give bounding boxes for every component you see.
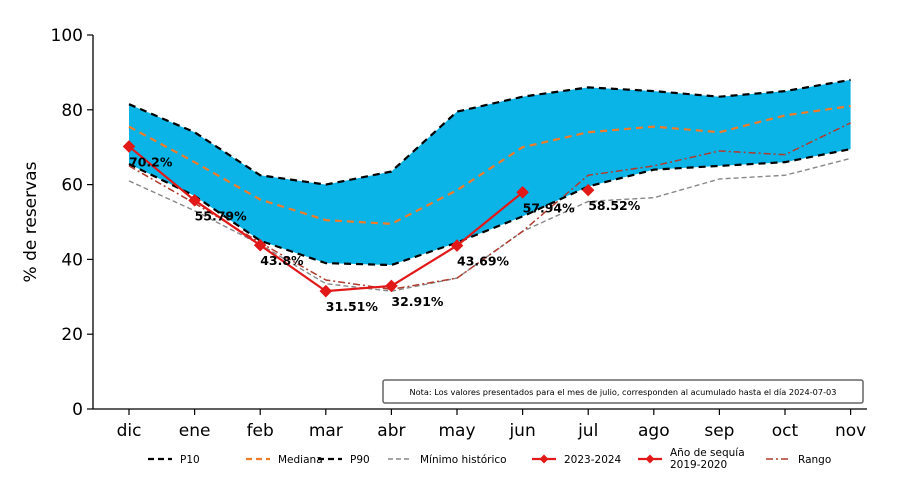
data-label-mar: 31.51% [326,299,379,314]
data-label-ene: 55.79% [195,208,248,223]
legend-marker-ano-de-sequia [645,454,655,464]
legend-label-minimo-historico: Mínimo histórico [420,454,507,466]
legend-label-ano-de-sequia: Año de sequía [670,447,745,459]
y-axis-label: % de reservas [21,161,41,282]
legend: P10 Mediana P90 Mínimo histórico 2023-2024 Añ… [148,447,831,471]
note-box: Nota: Los valores presentados para el me… [382,379,864,404]
x-tick-label-nov: nov [835,421,866,441]
data-label-layer: 70.2% 55.79% 43.8% 31.51% 32.91% 43.69% 57.94%… [129,154,641,314]
x-tick-label-abr: abr [377,421,405,441]
marker-ano-de-sequia-2019-2020-abr [385,279,398,293]
marker-ano-de-sequia-2019-2020-feb [253,238,267,252]
marker-ano-de-sequia-2019-2020-may [450,239,464,252]
data-label-may: 43.69% [457,254,510,269]
x-tick-label-mar: mar [309,421,343,441]
data-label-jun: 57.94% [523,200,576,215]
series-line-p90 [128,78,851,186]
y-ticks: 0 20 40 60 80 100 [51,26,93,420]
x-tick-label-ene: ene [179,421,211,441]
legend-label-p10: P10 [180,454,200,466]
legend-label-2023-2024: 2023-2024 [564,454,622,466]
marker-ano-de-sequia-2019-2020-ene [188,194,201,207]
note-frame [382,379,864,404]
legend-label-mediana: Mediana [278,454,323,466]
x-tick-label-may: may [438,421,475,441]
x-tick-label-jun: jun [508,421,535,441]
legend-marker-2023-2024 [539,454,549,464]
y-tick-label-20: 20 [61,325,83,345]
x-tick-label-sep: sep [704,421,734,441]
axes: 0 20 40 60 80 100 dic ene feb mar abr may jun jul ago… [21,26,867,441]
legend-label-2019-2020: 2019-2020 [670,459,727,471]
y-tick-label-100: 100 [51,26,83,46]
y-tick-label-60: 60 [61,176,83,196]
note-text: Nota: Los valores presentados para el me… [410,387,837,397]
data-label-jul: 58.52% [588,198,641,213]
legend-label-p90: P90 [350,454,370,466]
band-area [129,79,851,266]
data-label-dic: 70.2% [129,154,173,169]
marker-ano-de-sequia-2019-2020-jul [581,183,595,197]
marker-ano-de-sequia-2019-2020-dic [122,140,136,153]
x-tick-label-ago: ago [638,421,670,441]
x-ticks: dic ene feb mar abr may jun jul ago sep oct nov [117,409,866,441]
y-tick-label-80: 80 [61,101,83,121]
p10-p90-band-layer [129,79,851,266]
series-line-rango [128,122,851,291]
y-tick-label-40: 40 [61,250,83,270]
data-label-abr: 32.91% [391,294,444,309]
data-label-feb: 43.8% [260,253,304,268]
marker-ano-de-sequia-2019-2020-jun [516,186,529,199]
x-tick-label-feb: feb [247,421,274,441]
marker-ano-de-sequia-2019-2020-mar [319,284,333,298]
x-tick-label-oct: oct [772,421,799,441]
y-tick-label-0: 0 [72,400,83,420]
legend-label-rango: Rango [798,454,831,466]
x-tick-label-dic: dic [117,421,142,441]
marker-layer [122,140,595,298]
x-tick-label-jul: jul [577,421,598,441]
series-line-mediana [128,104,851,225]
